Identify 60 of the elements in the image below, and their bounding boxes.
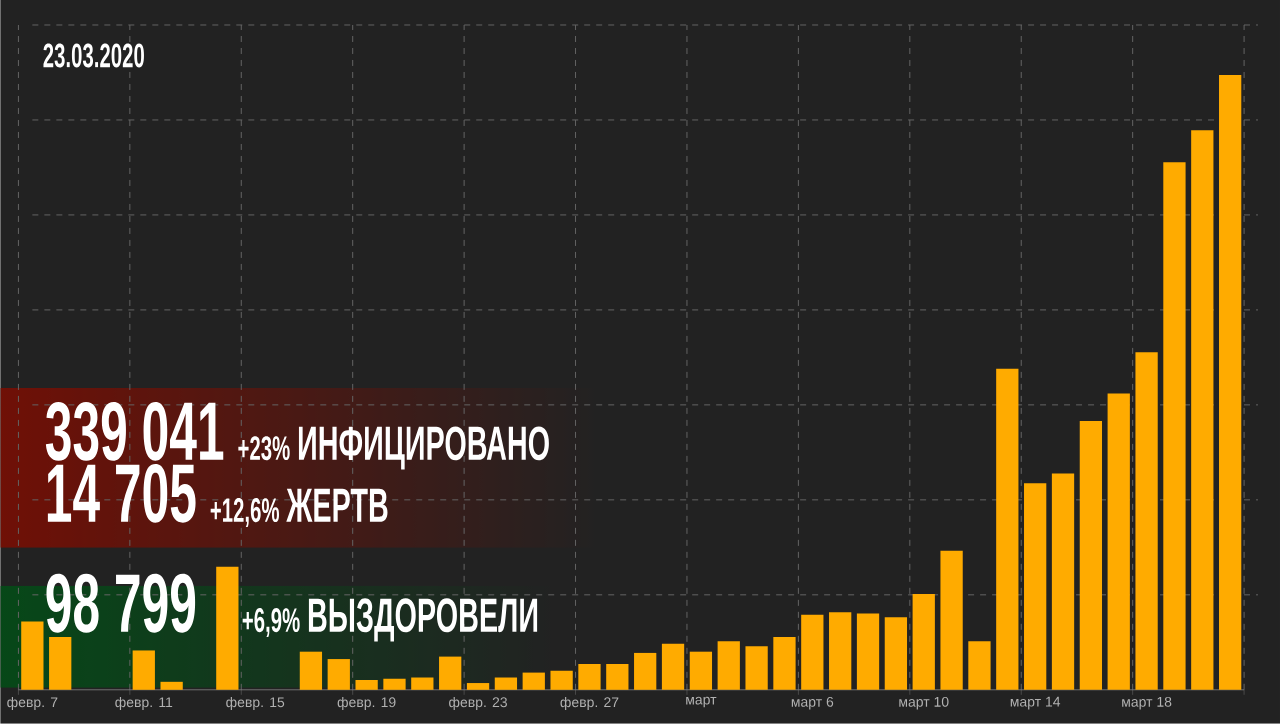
- bar: [996, 368, 1019, 690]
- bar: [717, 641, 740, 690]
- x-tick-label: февр. 7: [7, 696, 58, 711]
- annotation: ВЫЗДОРОВЕЛИ: [308, 598, 538, 642]
- bar: [494, 677, 518, 690]
- x-tick-label: февр. 23: [449, 696, 507, 711]
- bar: [661, 643, 685, 690]
- bar: [1191, 130, 1214, 690]
- bar: [21, 621, 44, 690]
- bar: [383, 678, 406, 690]
- bar: [466, 683, 490, 690]
- bar: [355, 680, 378, 690]
- bar: [160, 681, 183, 690]
- bar: [1051, 473, 1075, 690]
- bar: [829, 612, 852, 690]
- bar: [216, 566, 239, 690]
- bar: [912, 593, 935, 690]
- bar: [132, 650, 155, 690]
- bar: [745, 646, 768, 690]
- bar: [327, 659, 350, 690]
- chart-title: 23.03.2020: [43, 43, 144, 68]
- x-tick-label: февр. 19: [337, 696, 396, 711]
- bar: [49, 637, 72, 690]
- annotation: +23%: [238, 436, 290, 461]
- x-tick-label: февр. 15: [226, 696, 285, 711]
- bar: [773, 637, 796, 690]
- annotation: ЖЕРТВ: [286, 488, 388, 522]
- bar: [1135, 352, 1158, 690]
- annotation: 14 705: [47, 464, 196, 523]
- bar: [801, 614, 824, 690]
- x-tick-label: март 6: [791, 696, 834, 710]
- bar: [1219, 75, 1242, 690]
- bar: [1107, 393, 1130, 690]
- bar: [634, 653, 657, 690]
- bar: [578, 664, 601, 690]
- x-tick-label: март: [686, 696, 717, 708]
- bar: [1024, 483, 1047, 690]
- bar: [606, 664, 629, 690]
- annotation: 98 799: [46, 573, 196, 633]
- bar: [968, 641, 991, 690]
- bar: [299, 651, 323, 690]
- annotation: +6,9%: [242, 608, 300, 638]
- x-tick-label: март 14: [1010, 696, 1061, 710]
- annotation: 339 041: [45, 402, 224, 461]
- x-tick-label: февр. 27: [560, 696, 619, 711]
- bar: [411, 677, 434, 690]
- x-tick-label: март 10: [899, 696, 949, 710]
- bar: [689, 651, 713, 690]
- annotation: ИНФИЦИРОВАНО: [298, 426, 549, 470]
- bar: [856, 613, 880, 690]
- bar: [884, 617, 908, 690]
- bar: [1079, 421, 1103, 690]
- annotation: +12,6%: [210, 498, 280, 528]
- bar: [522, 672, 545, 690]
- bar: [550, 670, 573, 690]
- bar: [1163, 162, 1186, 690]
- x-tick-label: март 18: [1122, 696, 1172, 710]
- x-tick-label: февр. 11: [115, 696, 173, 711]
- bar: [439, 656, 462, 690]
- bar: [940, 550, 963, 690]
